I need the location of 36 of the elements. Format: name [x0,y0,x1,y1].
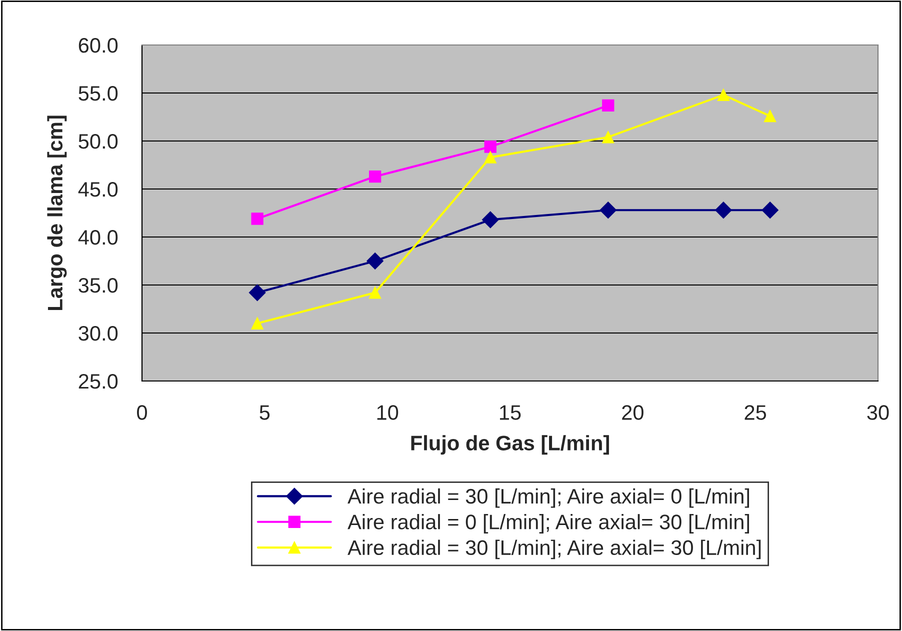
point [484,151,496,164]
point [762,202,778,218]
point [251,212,264,225]
legend-label: Aire radial = 0 [L/min]; Aire axial= 30 [L/min] [348,514,750,534]
point [484,140,496,153]
x-tick-label: 15 [500,405,521,420]
legend-label: Aire radial = 30 [L/min]; Aire axial= 0 [L/min] [348,488,750,508]
y-tick-label: 35.0 [78,278,118,293]
y-tick-label: 25.0 [78,374,118,389]
x-tick-label: 20 [622,405,644,420]
point [251,317,264,330]
y-tick-label: 55.0 [78,86,118,101]
legend-label: Aire radial = 30 [L/min]; Aire axial= 30 [L/min] [348,540,761,560]
y-tick-label: 45.0 [78,182,118,197]
point [715,202,732,218]
y-tick-label: 40.0 [78,230,118,245]
point [764,110,776,122]
y-tick-label: 30.0 [78,326,118,341]
point [600,202,617,218]
x-tick-label: 0 [137,405,147,420]
point [717,88,730,101]
x-tick-label: 10 [377,405,398,420]
x-tick-label: 25 [744,405,766,420]
y-axis-title: Largo de llama [cm] [47,116,67,310]
point [368,286,382,299]
point [368,170,382,183]
point [482,211,499,228]
x-tick-label: 30 [867,405,889,420]
point [248,284,266,302]
y-tick-label: 60.0 [78,38,118,53]
point [366,252,384,270]
point [602,99,614,112]
y-tick-label: 50.0 [78,134,118,149]
point [602,131,614,144]
x-tick-label: 5 [260,405,270,420]
x-axis-title: Flujo de Gas [L/min] [411,435,609,455]
